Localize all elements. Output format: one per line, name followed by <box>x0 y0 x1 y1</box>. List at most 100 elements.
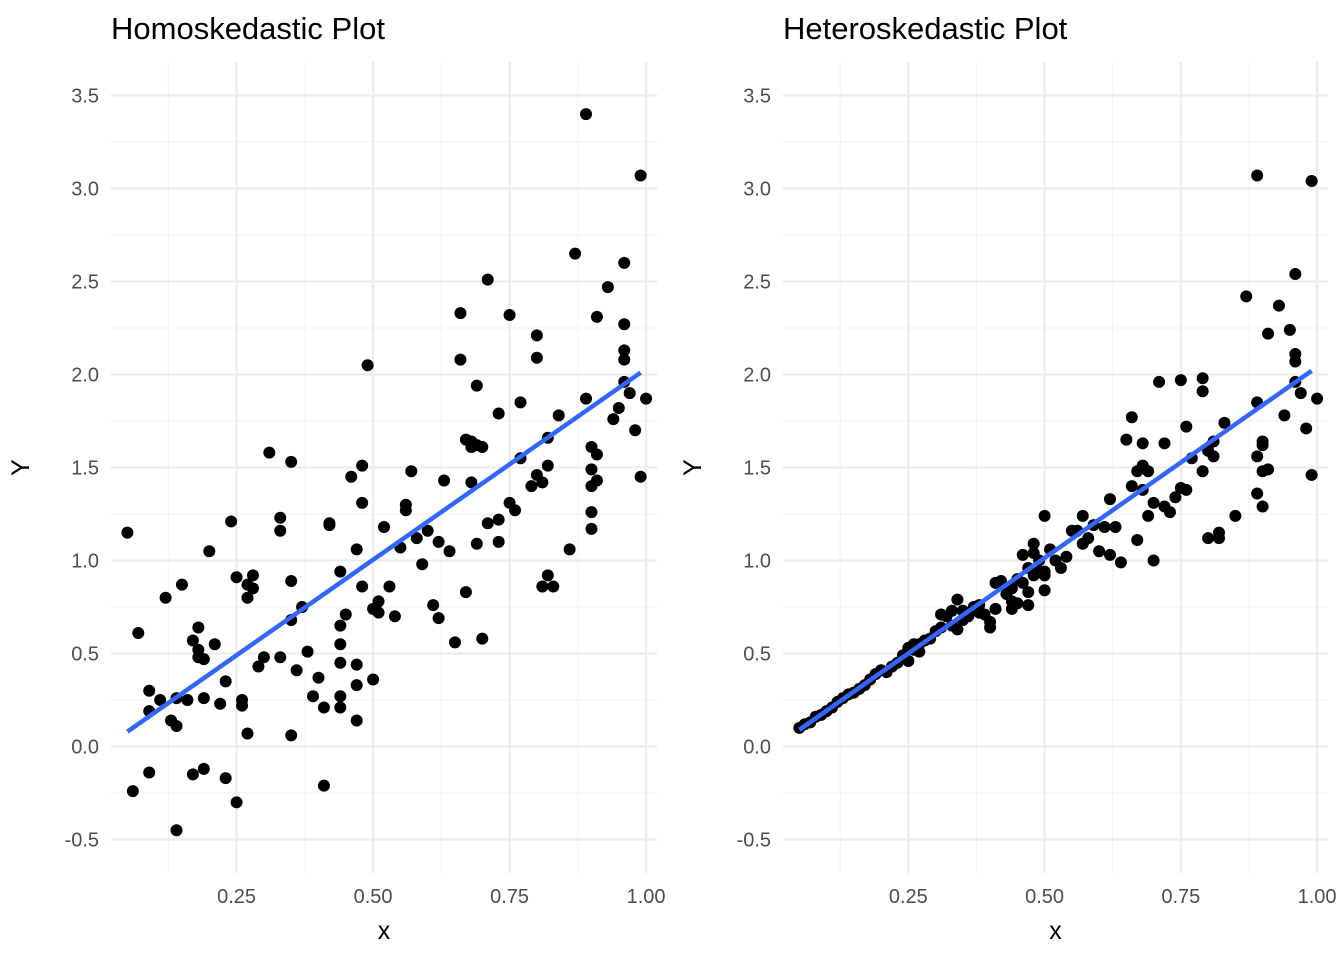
data-points <box>793 169 1324 734</box>
data-point <box>1027 537 1040 550</box>
data-point <box>1104 548 1116 561</box>
data-point <box>438 474 451 487</box>
heteroskedastic-panel: Heteroskedastic Plot -0.5 0.0 0.5 1.0 1.5 2.0… <box>679 11 1337 945</box>
data-point <box>448 636 461 649</box>
data-point <box>503 308 516 321</box>
data-point <box>186 634 199 647</box>
data-point <box>257 651 270 664</box>
data-point <box>1038 584 1051 597</box>
data-point <box>285 455 298 468</box>
data-point <box>427 599 440 612</box>
data-point <box>492 407 505 420</box>
data-point <box>1196 372 1209 385</box>
y-tick-label: 1.0 <box>743 551 771 573</box>
data-point <box>405 465 418 478</box>
data-point <box>1202 532 1215 545</box>
y-tick-label: 2.0 <box>71 364 99 386</box>
data-point <box>590 474 603 487</box>
data-point <box>252 660 265 673</box>
regression-line <box>798 368 1313 732</box>
data-point <box>285 574 298 587</box>
data-point <box>601 281 614 294</box>
data-point <box>1016 548 1029 561</box>
data-point <box>1038 509 1051 522</box>
data-point <box>356 459 369 472</box>
y-tick-label: 1.0 <box>71 551 99 573</box>
data-point <box>307 690 320 703</box>
data-point <box>1169 491 1182 504</box>
data-point <box>339 608 352 621</box>
data-point <box>1131 534 1144 547</box>
data-point <box>367 673 380 686</box>
data-point <box>372 595 385 608</box>
data-point <box>618 256 631 269</box>
data-point <box>246 569 259 582</box>
data-point <box>541 459 554 472</box>
data-point <box>530 351 543 364</box>
data-point <box>618 344 631 357</box>
data-point <box>945 604 958 617</box>
y-tick-label: -0.5 <box>737 830 771 852</box>
data-point <box>186 768 199 781</box>
data-point <box>175 578 188 591</box>
x-tick-labels: 0.25 0.50 0.75 1.00 <box>889 886 1337 908</box>
data-point <box>225 515 238 528</box>
data-point <box>323 519 336 532</box>
data-point <box>514 396 527 409</box>
data-point <box>208 638 221 651</box>
data-point <box>219 675 232 688</box>
data-point <box>454 307 467 320</box>
y-tick-label: 0.5 <box>743 644 771 666</box>
data-point <box>1142 465 1155 478</box>
data-point <box>634 470 647 483</box>
data-point <box>203 545 216 558</box>
y-tick-label: 3.0 <box>71 178 99 200</box>
data-point <box>476 441 489 454</box>
data-point <box>1022 586 1035 599</box>
data-point <box>492 535 505 548</box>
data-point <box>1251 169 1264 182</box>
data-point <box>1016 576 1029 589</box>
x-tick-label: 0.50 <box>354 886 393 908</box>
regression-line <box>126 370 642 734</box>
data-point <box>263 446 276 459</box>
data-point <box>334 701 347 714</box>
y-tick-labels: -0.5 0.0 0.5 1.0 1.5 2.0 2.5 3.0 3.5 <box>737 85 771 851</box>
data-point <box>1038 565 1051 578</box>
data-point <box>623 387 636 400</box>
data-point <box>1262 463 1275 476</box>
data-point <box>465 476 478 489</box>
y-tick-labels: -0.5 0.0 0.5 1.0 1.5 2.0 2.5 3.0 3.5 <box>65 85 99 851</box>
data-point <box>585 506 598 519</box>
x-tick-label: 0.75 <box>490 886 529 908</box>
x-tick-label: 0.25 <box>889 886 928 908</box>
data-point <box>1196 385 1209 398</box>
data-point <box>334 638 347 651</box>
data-point <box>536 580 549 593</box>
data-point <box>345 470 358 483</box>
data-point <box>383 580 396 593</box>
data-point <box>432 535 445 548</box>
data-point <box>192 621 205 634</box>
x-axis-label: x <box>1049 917 1062 945</box>
data-point <box>230 796 243 809</box>
data-point <box>1272 299 1285 312</box>
y-tick-label: -0.5 <box>65 830 99 852</box>
data-point <box>1060 550 1073 563</box>
data-point <box>1289 355 1302 368</box>
data-point <box>1082 532 1095 545</box>
data-point <box>1251 487 1264 500</box>
data-point <box>1256 435 1269 448</box>
data-point <box>1158 437 1171 450</box>
data-point <box>509 504 522 517</box>
data-point <box>1011 597 1024 610</box>
data-point <box>241 591 254 604</box>
data-point <box>1093 545 1106 558</box>
data-point <box>585 522 598 535</box>
data-point <box>285 729 298 742</box>
data-point <box>1147 554 1160 567</box>
data-point <box>170 824 183 837</box>
data-point <box>1180 420 1193 433</box>
data-point <box>416 558 429 571</box>
data-point <box>432 612 445 625</box>
